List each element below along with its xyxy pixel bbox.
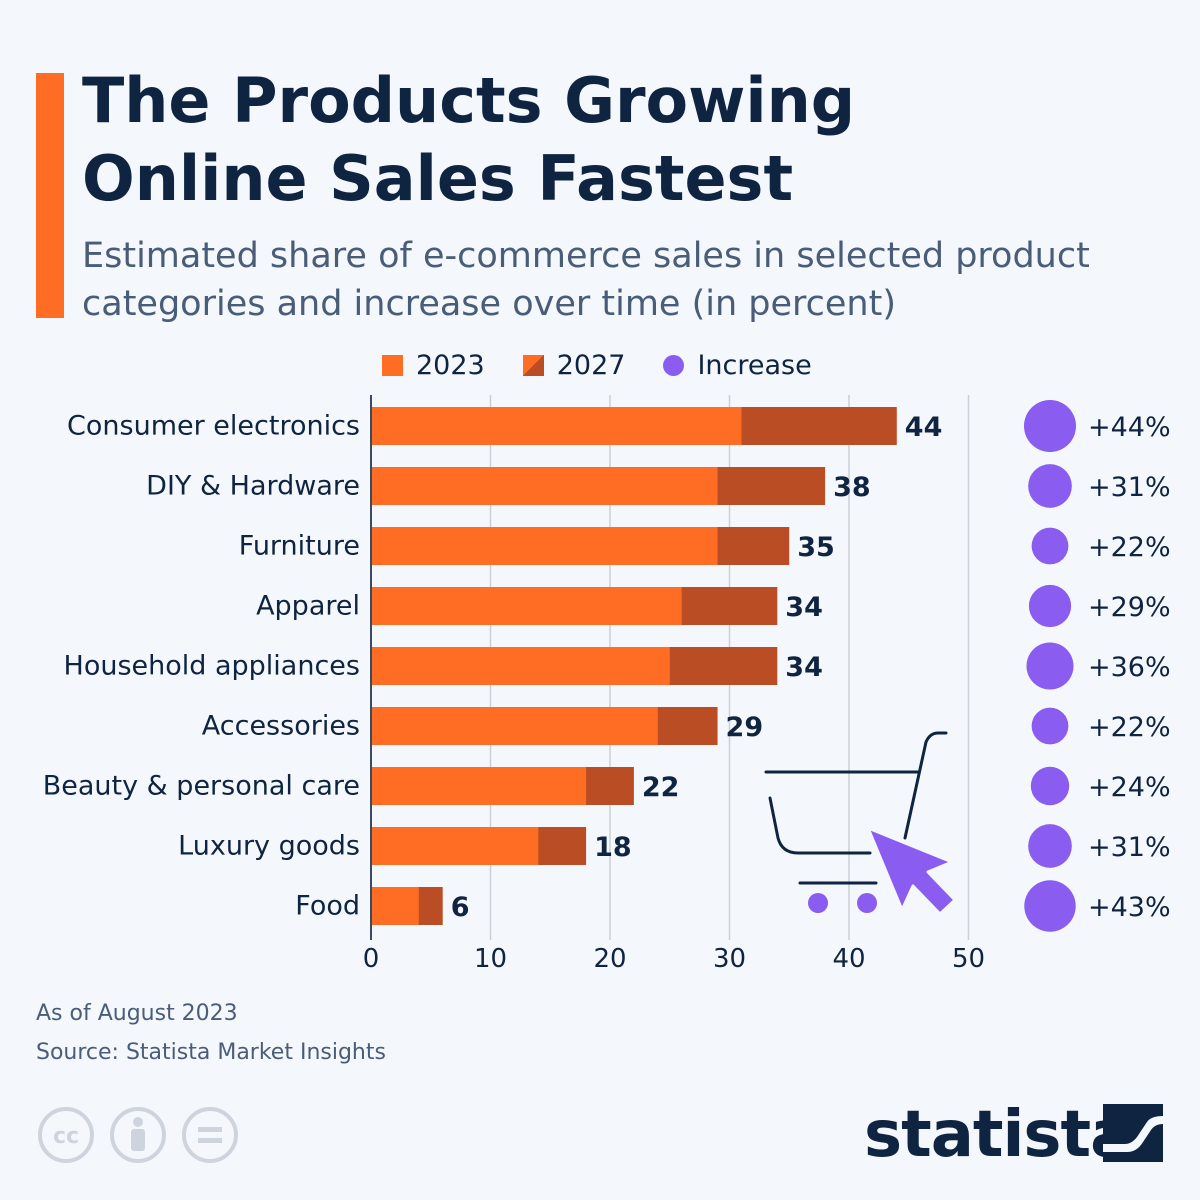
data-label: 38 <box>833 472 871 503</box>
legend-swatch-increase <box>663 355 685 376</box>
cursor-arrow-icon <box>866 826 957 916</box>
legend-item-2027: 2027 <box>522 350 626 381</box>
category-label: Apparel <box>256 590 360 622</box>
bar-2023 <box>371 407 742 445</box>
chart-subtitle: Estimated share of e-commerce sales in s… <box>82 236 1090 324</box>
attribution-icon <box>110 1107 166 1163</box>
category-label: Beauty & personal care <box>42 770 360 802</box>
license-icons: cc <box>38 1107 238 1163</box>
x-tick-label: 10 <box>474 944 507 974</box>
data-label: 34 <box>785 592 823 623</box>
bar-2023 <box>371 467 718 505</box>
legend-item-2023: 2023 <box>382 350 485 381</box>
increase-label: +22% <box>1088 712 1171 743</box>
bar-2023 <box>371 527 718 565</box>
legend-swatch-2023 <box>382 355 403 376</box>
cart-outline <box>764 731 948 885</box>
legend-swatch-2027 <box>522 355 544 376</box>
data-label: 29 <box>726 712 764 743</box>
bar-2023 <box>371 827 539 865</box>
increase-label: +31% <box>1088 832 1171 863</box>
data-label: 18 <box>594 832 632 863</box>
x-tick-label: 50 <box>952 944 985 974</box>
bar-2023 <box>371 647 670 685</box>
data-label: 34 <box>785 652 823 683</box>
increase-bubble <box>1024 880 1076 932</box>
chart-title: The Products Growing Online Sales Fastest <box>82 64 856 215</box>
data-label: 35 <box>797 532 835 563</box>
statista-logo-mark <box>1103 1104 1163 1162</box>
data-label: 44 <box>905 412 943 443</box>
increase-label: +44% <box>1088 412 1171 443</box>
bar-2023 <box>371 767 587 805</box>
data-label: 22 <box>642 772 680 803</box>
legend-label: 2027 <box>556 350 626 381</box>
legend-label: 2023 <box>416 350 485 381</box>
bar-2023 <box>371 887 419 925</box>
bar-2023 <box>371 707 658 745</box>
title-accent-bar <box>36 73 64 318</box>
legend: 2023 2027 Increase <box>382 350 850 381</box>
cc-icon: cc <box>38 1107 94 1163</box>
category-label: Food <box>295 890 360 922</box>
svg-text:cc: cc <box>53 1124 79 1149</box>
increase-bubble <box>1031 707 1069 745</box>
footer-source: Source: Statista Market Insights <box>36 1040 386 1065</box>
increase-bubble <box>1024 400 1076 452</box>
increase-bubble <box>1028 464 1072 508</box>
increase-bubble <box>1028 824 1072 868</box>
legend-item-increase: Increase <box>663 350 812 381</box>
data-label: 6 <box>451 892 470 923</box>
increase-label: +43% <box>1088 892 1171 923</box>
increase-bubble <box>1031 527 1069 565</box>
x-tick-label: 30 <box>713 944 746 974</box>
increase-label: +22% <box>1088 532 1171 563</box>
increase-bubble <box>1028 584 1072 628</box>
legend-label: Increase <box>697 350 812 381</box>
increase-label: +31% <box>1088 472 1171 503</box>
cart-wheel <box>808 893 828 913</box>
statista-logo: statista <box>864 1098 1133 1172</box>
chart-area: 0 10 20 30 40 50 44 +44% 38 +31% 35 +22% 34 +29% 34 +36… <box>363 395 1171 974</box>
x-tick-label: 20 <box>593 944 626 974</box>
increase-label: +36% <box>1088 652 1171 683</box>
cart-wheel <box>857 893 877 913</box>
shopping-cart-icon <box>764 731 948 885</box>
category-label: Consumer electronics <box>67 410 360 442</box>
category-label: DIY & Hardware <box>146 470 360 502</box>
increase-bubble <box>1030 766 1070 806</box>
x-tick-label: 0 <box>363 944 380 974</box>
category-label: Household appliances <box>63 650 360 682</box>
category-label: Luxury goods <box>178 830 360 862</box>
footer-note: As of August 2023 <box>36 1001 238 1026</box>
no-derivatives-icon <box>182 1107 238 1163</box>
category-label: Furniture <box>238 530 360 562</box>
x-tick-label: 40 <box>832 944 865 974</box>
increase-bubble <box>1026 642 1074 690</box>
increase-label: +29% <box>1088 592 1171 623</box>
category-label: Accessories <box>201 710 360 742</box>
increase-label: +24% <box>1088 772 1171 803</box>
bar-2023 <box>371 587 682 625</box>
